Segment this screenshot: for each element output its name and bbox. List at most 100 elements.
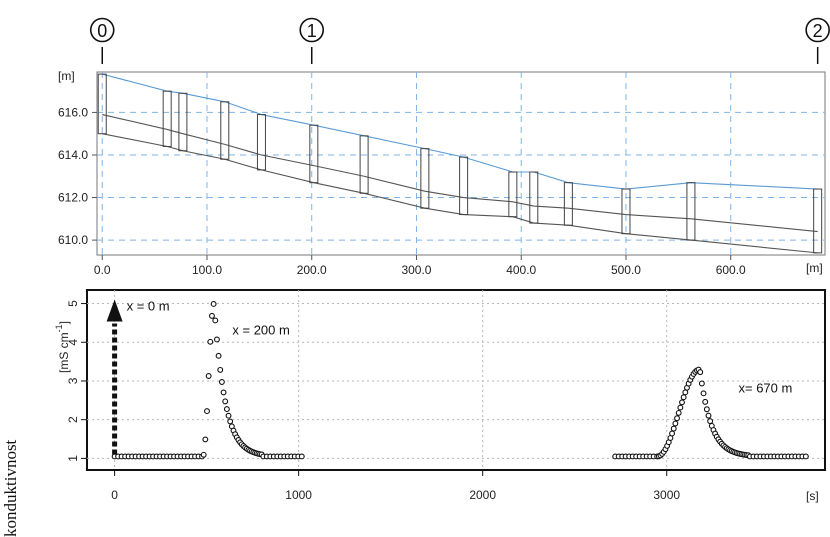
bottom-y-tick-label: 1 (66, 455, 80, 462)
conductivity-point (205, 373, 212, 379)
conductivity-point (703, 406, 710, 413)
section-marker-label: 2 (813, 21, 823, 41)
top-y-tick-label: 614.0 (58, 148, 88, 162)
top-x-tick-label: 0.0 (94, 263, 111, 277)
injection-arrow: x = 0 m (106, 299, 170, 455)
conductivity-point (298, 453, 305, 460)
section-marker-label: 0 (97, 21, 107, 41)
arrow-label: x = 0 m (127, 299, 170, 314)
cross-section-box (359, 135, 369, 194)
conductivity-point (705, 412, 712, 419)
conductivity-point (698, 380, 705, 387)
cross-section-box (621, 188, 631, 235)
conductivity-point (202, 436, 209, 443)
conductivity-point (707, 418, 714, 425)
top-x-tick-label: 200.0 (297, 263, 327, 277)
conductivity-point (204, 408, 210, 415)
cross-section-box (256, 114, 266, 171)
conductivity-point (218, 379, 225, 385)
top-series (97, 73, 823, 254)
conductivity-point (212, 317, 219, 324)
section-marker-circle (89, 17, 115, 43)
conductivity-point (669, 430, 676, 437)
bottom-x-tick-label: 0 (111, 488, 118, 502)
top-y-tick-label: 610.0 (58, 233, 88, 247)
longitudinal-profile-chart: 0.0 100.0 200.0 300.0 400.0 500.0 600.0 610.06… (58, 17, 830, 277)
bottom-x-tick-label: 3000 (653, 488, 680, 502)
top-y-tick-label: 612.0 (58, 191, 88, 205)
cross-section-box (309, 124, 319, 184)
section-markers: 0 1 2 (89, 17, 830, 64)
bottom-y-unit: [mS cm-1] (54, 321, 71, 373)
top-x-tick-label: 300.0 (401, 263, 431, 277)
conductivity-point (697, 369, 704, 376)
cross-section-box (178, 92, 188, 152)
cross-section-box (508, 171, 518, 218)
bottom-y-tick-label: 3 (66, 377, 80, 384)
bottom-plot-frame (86, 289, 826, 471)
conductivity-point (227, 418, 234, 425)
cross-section-box (686, 182, 696, 241)
conductivity-point (200, 451, 207, 458)
conductivity-point (677, 404, 684, 411)
conductivity-point (672, 420, 679, 427)
bottom-annotations: x = 200 m x= 670 m (232, 323, 792, 396)
cross-section-box (563, 182, 573, 226)
bottom-y-ticks: 5 4 3 2 1 (66, 300, 87, 462)
top-x-tick-label: 500.0 (611, 263, 641, 277)
conductivity-point (207, 338, 214, 345)
conductivity-point (700, 390, 707, 397)
cross-section-box (220, 101, 230, 160)
conductivity-point (679, 399, 685, 406)
conductivity-point (215, 352, 222, 359)
conductivity-point (680, 394, 687, 401)
bottom-y-tick-label: 4 (66, 339, 80, 346)
bottom-y-label: konduktivnost (1, 439, 20, 537)
arrow-head (106, 299, 123, 322)
bottom-x-label: [s] (806, 489, 819, 503)
bottom-y-tick-label: 2 (66, 416, 80, 423)
conductivity-chart: x = 0 m 0 1000 2000 3000 5 4 3 2 1 x = 200 m x= … (1, 289, 826, 537)
top-y-ticks: 610.0 612.0 614.0 616.0 (58, 105, 97, 247)
cross-section-box (420, 148, 430, 209)
conductivity-point (222, 398, 229, 405)
cross-section-box (97, 73, 107, 135)
bottom-x-tick-label: 2000 (469, 488, 496, 502)
section-marker-circle (805, 17, 830, 43)
conductivity-point (209, 312, 215, 319)
bottom-x-ticks: 0 1000 2000 3000 (111, 470, 680, 502)
bottom-grid (87, 290, 825, 470)
conductivity-point (674, 415, 680, 422)
top-x-ticks: 0.0 100.0 200.0 300.0 400.0 500.0 600.0 (94, 255, 746, 277)
cross-section-box (162, 90, 172, 147)
cross-section-box (529, 171, 539, 224)
bottom-y-tick-label: 5 (66, 300, 80, 307)
top-y-unit: [m] (58, 69, 75, 83)
curve-annotation: x= 670 m (739, 381, 793, 396)
conductivity-point (213, 336, 220, 343)
top-x-tick-label: 100.0 (192, 263, 222, 277)
section-marker-label: 1 (307, 21, 317, 41)
top-y-tick-label: 616.0 (58, 105, 88, 119)
conductivity-point (225, 412, 232, 419)
conductivity-point (675, 409, 682, 416)
conductivity-point (217, 366, 224, 373)
conductivity-point (210, 301, 217, 307)
section-marker-circle (299, 17, 325, 43)
bottom-series (111, 301, 809, 460)
cross-section-box (459, 156, 469, 216)
conductivity-point (802, 453, 809, 460)
top-plot-frame (96, 71, 826, 256)
curve-annotation: x = 200 m (232, 323, 289, 338)
conductivity-point (223, 406, 230, 413)
cross-section-box (813, 188, 823, 254)
bottom-x-tick-label: 1000 (285, 488, 312, 502)
conductivity-point (670, 425, 677, 432)
top-x-tick-label: 600.0 (716, 263, 746, 277)
top-x-tick-label: 400.0 (506, 263, 536, 277)
conductivity-point (702, 398, 709, 405)
conductivity-point (220, 389, 227, 396)
top-x-unit: [m] (806, 261, 823, 275)
profile-channel-top-line (102, 114, 818, 233)
